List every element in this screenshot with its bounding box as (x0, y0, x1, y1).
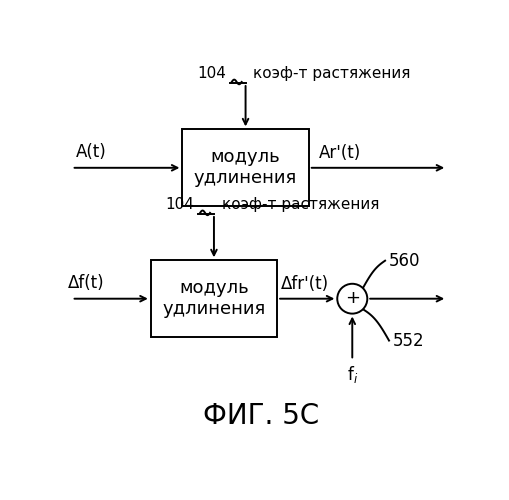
Text: Δfr'(t): Δfr'(t) (280, 275, 329, 293)
Text: A(t): A(t) (75, 143, 106, 161)
Text: Ar'(t): Ar'(t) (318, 144, 360, 162)
Text: +: + (344, 289, 359, 307)
Text: 104: 104 (196, 66, 225, 81)
Bar (151, 260, 277, 337)
Text: 104: 104 (165, 197, 194, 212)
Text: модуль
удлинения: модуль удлинения (162, 280, 265, 318)
Text: модуль
удлинения: модуль удлинения (193, 148, 297, 187)
Bar (182, 130, 308, 206)
Text: коэф-т растяжения: коэф-т растяжения (253, 66, 410, 81)
Ellipse shape (336, 284, 366, 314)
Text: f$_i$: f$_i$ (346, 364, 357, 385)
Text: 552: 552 (392, 332, 424, 349)
Text: Δf(t): Δf(t) (68, 274, 104, 292)
Text: 560: 560 (388, 252, 420, 270)
Text: ФИГ. 5С: ФИГ. 5С (203, 402, 319, 429)
Text: коэф-т растяжения: коэф-т растяжения (221, 197, 379, 212)
